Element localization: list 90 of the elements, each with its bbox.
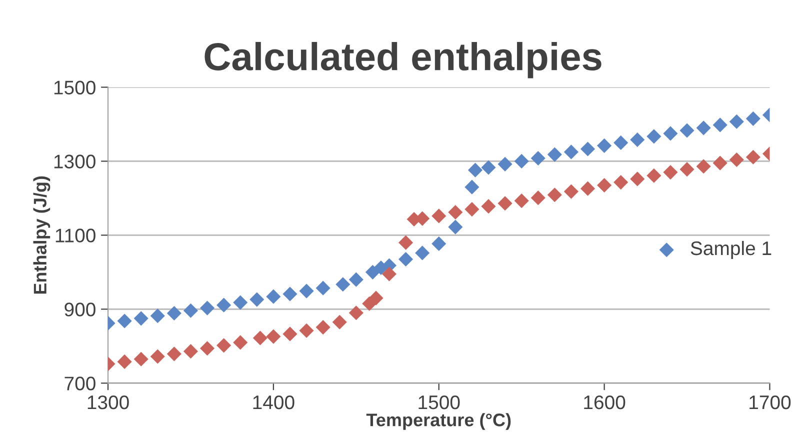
x-tick-label: 1500	[418, 395, 460, 410]
point	[580, 181, 596, 196]
point	[663, 126, 678, 141]
point	[696, 159, 711, 174]
point	[332, 314, 347, 330]
point	[729, 152, 744, 168]
point	[564, 184, 578, 199]
point	[498, 196, 512, 211]
x-tick-label: 1600	[584, 395, 626, 410]
point	[432, 236, 446, 251]
point	[316, 320, 330, 335]
point	[481, 160, 496, 175]
point	[348, 272, 364, 287]
point	[646, 129, 662, 144]
point	[282, 326, 298, 342]
y-tick-label: 1300	[54, 154, 96, 168]
point	[266, 329, 281, 344]
y-tick-label: 1100	[56, 228, 96, 242]
point	[166, 306, 182, 321]
point	[183, 303, 198, 318]
x-tick-label: 1700	[750, 395, 791, 410]
point	[597, 138, 612, 153]
point	[530, 190, 546, 206]
point	[299, 284, 314, 298]
point	[746, 111, 760, 126]
point	[468, 162, 483, 178]
point	[646, 168, 662, 183]
point	[216, 338, 232, 353]
point	[398, 252, 414, 267]
point	[530, 150, 546, 166]
chart-title: Calculated enthalpies	[204, 42, 602, 78]
point	[464, 180, 480, 194]
point	[183, 344, 198, 359]
point	[448, 204, 463, 220]
point	[680, 162, 694, 177]
y-tick-label: 700	[64, 376, 96, 390]
point	[580, 142, 596, 156]
point	[117, 314, 132, 328]
point	[729, 114, 744, 129]
point	[266, 289, 281, 304]
point	[117, 354, 132, 369]
point	[233, 335, 248, 350]
point	[514, 154, 529, 168]
y-axis-title: Enthalpy (J/g)	[33, 176, 50, 294]
point	[663, 165, 678, 180]
point	[432, 208, 446, 224]
point	[299, 323, 314, 338]
point	[150, 308, 165, 324]
point	[134, 352, 148, 366]
point	[216, 298, 232, 312]
point	[250, 292, 264, 307]
point	[746, 150, 760, 164]
point	[150, 349, 165, 364]
point	[316, 280, 330, 296]
point	[348, 306, 364, 320]
point	[166, 346, 182, 362]
point	[564, 144, 578, 160]
point	[547, 188, 562, 202]
point	[233, 295, 248, 310]
legend-label: Sample 1	[690, 240, 772, 260]
point	[498, 156, 512, 172]
point	[282, 286, 298, 302]
point	[614, 175, 628, 190]
point	[448, 220, 463, 234]
x-tick-label: 1400	[253, 395, 294, 410]
point	[134, 311, 148, 326]
point	[464, 202, 480, 217]
point	[630, 132, 645, 148]
point	[200, 341, 215, 356]
point	[415, 246, 430, 260]
point	[252, 330, 268, 346]
point	[398, 235, 414, 250]
point	[382, 266, 397, 282]
point	[712, 118, 728, 132]
y-tick-label: 1500	[54, 80, 96, 94]
point	[336, 277, 350, 292]
point	[200, 300, 215, 316]
point	[696, 120, 711, 136]
point	[514, 193, 529, 208]
x-axis-title: Temperature (°C)	[366, 413, 511, 430]
point	[547, 147, 562, 162]
point	[614, 135, 628, 150]
point	[630, 172, 645, 186]
point	[597, 178, 612, 193]
point	[368, 290, 384, 306]
x-tick-label: 1300	[88, 395, 129, 410]
point	[680, 123, 694, 138]
y-tick-label: 900	[64, 302, 96, 316]
point	[481, 199, 496, 214]
point	[712, 156, 728, 170]
